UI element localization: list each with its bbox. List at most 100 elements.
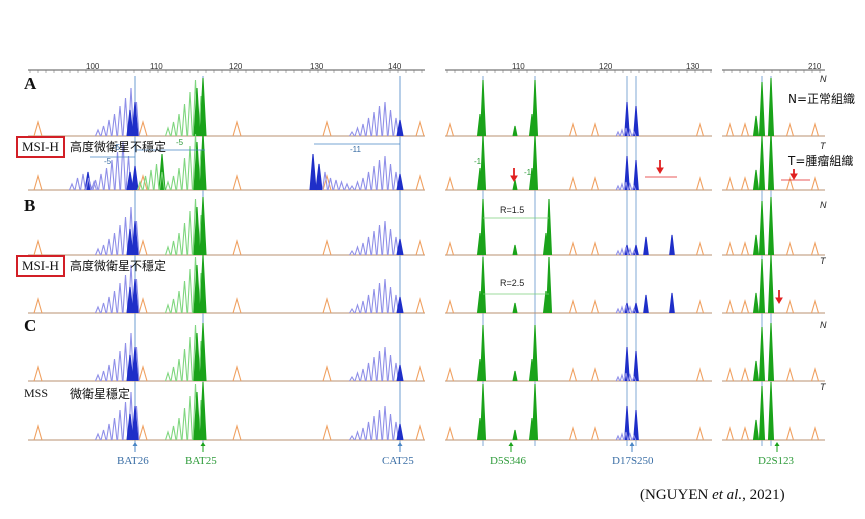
d5s346-peak [476,417,484,441]
bat25-peak [199,322,207,382]
marker-label-d2s123: D2S123 [758,455,795,467]
instability-arrow-d17s250 [656,167,664,174]
cat25-peak [365,171,372,191]
trace-tag-b-n: N [820,200,827,210]
size-standard-peak [695,122,705,137]
d17s250-peak [627,432,633,441]
d17s250-peak [624,346,630,382]
size-standard-peak [568,299,578,314]
bat25-peak [170,425,177,441]
cat25-peak [381,220,389,256]
cat25-peak [315,163,323,191]
d5s346-peak [531,79,539,137]
cat25-peak [381,278,389,314]
bat26-peak [105,296,113,314]
citation-year: , 2021) [742,487,785,503]
bat26-peak [122,274,129,314]
bat25-peak [170,298,177,314]
bat25-peak [181,222,188,256]
d5s346-peak [542,290,550,314]
d17s250-peak [643,236,649,256]
bat25-peak [153,163,160,191]
d5s346-peak [476,113,484,137]
shift-label-d5-right: -1 [524,168,532,177]
size-standard-peak [590,176,600,191]
size-standard-peak [785,241,795,256]
bat26-peak [105,119,113,137]
bat26-peak [122,97,129,137]
bat25-peak [186,268,194,314]
size-standard-peak [785,176,795,191]
bat25-peak [186,210,194,256]
bat25-peak [193,391,201,441]
scale-tick-left-3: 130 [310,62,324,71]
size-standard-peak [568,367,578,382]
locus-arrow-cat25 [397,442,403,446]
cat25-peak [349,434,355,441]
bat26-peak [122,401,129,441]
size-standard-peak [740,176,750,191]
bat26-peak [85,177,92,191]
d2s123-peak [767,381,775,441]
bat25-peak [181,280,188,314]
size-standard-peak [695,299,705,314]
trace-tag-c-n: N [820,320,827,330]
cat25-peak [327,177,334,191]
d2s123-peak [758,385,766,441]
bat25-peak [175,167,183,191]
d17s250-peak [623,246,629,256]
size-standard-peak [590,299,600,314]
cat25-peak [359,242,367,256]
bat26-peak [95,128,101,137]
bat25-peak [193,87,201,137]
size-standard-peak [232,173,242,191]
shift-label-cat25: -11 [350,145,361,154]
cat25-peak [376,224,383,256]
size-standard-peak [695,176,705,191]
d5s346-peak [528,358,536,382]
cat25-peak [370,356,378,382]
bat26-peak [116,409,124,441]
size-standard-peak [322,296,332,314]
scale-tick-right-3: 210 [808,62,822,71]
cat25-peak [370,288,378,314]
d17s250-peak [624,405,630,441]
size-standard-peak [445,299,455,314]
cat25-peak [396,173,404,191]
bat25-peak [193,206,201,256]
size-standard-peak [322,423,332,441]
size-standard-peak [138,423,148,441]
cat25-peak [354,126,361,137]
size-standard-peak [785,299,795,314]
scale-tick-left-2: 120 [229,62,243,71]
cat25-peak [381,346,389,382]
size-standard-peak [138,173,148,191]
citation-authors: (NGUYEN [640,487,713,503]
cat25-peak [344,182,350,191]
cat25-peak [387,413,394,441]
size-standard-peak [445,367,455,382]
bat25-peak [186,145,194,191]
size-standard-peak [568,122,578,137]
panel-letter-a: A [24,74,37,93]
d17s250-peak [627,305,633,314]
locus-arrow-d17s250 [629,442,635,446]
d17s250-peak [633,159,639,191]
bat26-peak [111,358,118,382]
size-standard-peak [415,119,425,137]
marker-label-d17s250: D17S250 [612,455,654,467]
bat26-peak [105,238,113,256]
bat25-peak [175,358,183,382]
size-standard-peak [590,122,600,137]
scale-tick-right-2: 130 [686,62,700,71]
bat26-peak [126,109,134,137]
legend-normal: N=正常組織 [788,90,856,107]
size-standard-peak [740,241,750,256]
d17s250-peak [619,182,625,191]
d17s250-peak [631,249,637,256]
size-standard-peak [33,173,43,191]
size-standard-peak [725,367,735,382]
cat25-peak [381,101,389,137]
d5s346-peak [476,167,484,191]
cat25-peak [365,117,372,137]
